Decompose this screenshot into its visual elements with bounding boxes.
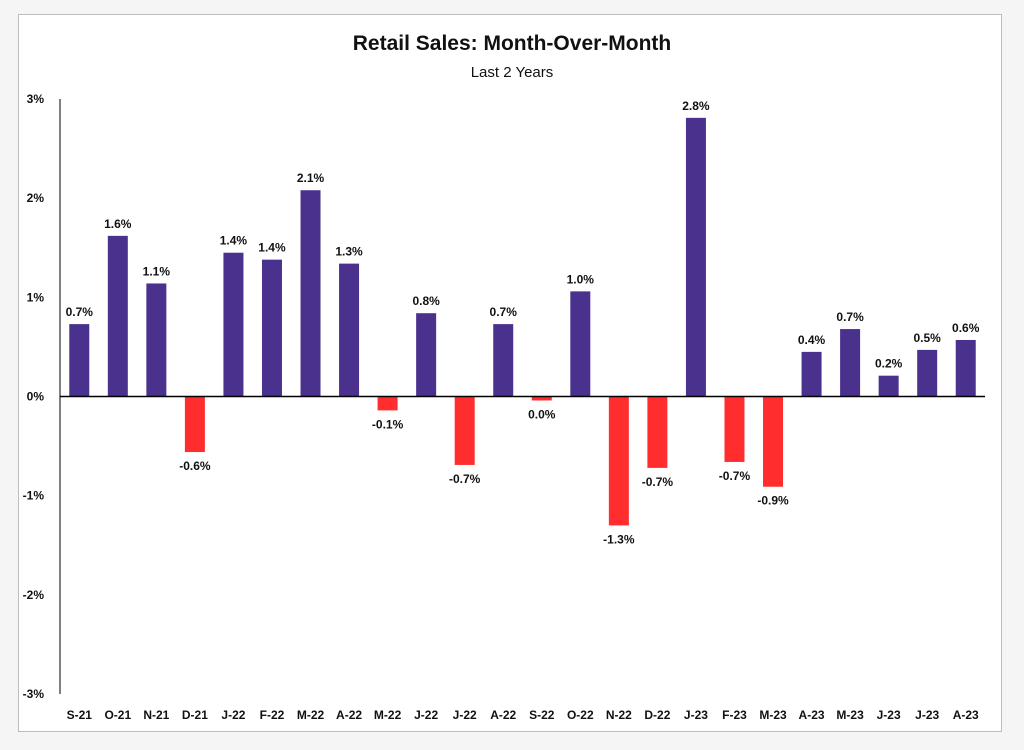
x-tick-label: M-22 [374,708,402,722]
x-tick-label: O-22 [567,708,594,722]
data-label: 0.7% [490,305,518,319]
bar [647,396,668,468]
data-label: 0.0% [528,407,556,421]
x-tick-label: J-23 [877,708,901,722]
data-label: 1.0% [567,272,595,286]
data-label: 0.7% [66,305,94,319]
x-tick-label: A-23 [799,708,825,722]
bar [763,396,784,487]
y-tick-label: 2% [27,191,45,205]
x-tick-label: S-22 [529,708,555,722]
bar [300,190,321,397]
chart-subtitle: Last 2 Years [470,64,554,81]
bar [69,324,90,397]
data-label: 0.6% [952,321,980,335]
bar [724,396,745,462]
data-label: 1.4% [220,234,248,248]
data-label: 0.4% [798,333,826,347]
bar [107,235,128,397]
bar [608,396,629,526]
x-tick-label: O-21 [104,708,131,722]
bar [531,396,552,401]
x-tick-label: F-23 [722,708,747,722]
x-tick-label: M-23 [759,708,787,722]
data-label: 1.3% [335,245,363,259]
x-tick-label: J-23 [684,708,708,722]
bar [878,375,899,397]
bar [570,291,591,397]
data-label: 2.8% [682,99,710,113]
bar [917,349,938,397]
y-tick-label: -1% [23,489,45,503]
x-tick-label: M-23 [836,708,864,722]
x-tick-label: A-22 [490,708,516,722]
data-label: 0.7% [836,310,864,324]
data-label: 1.4% [258,241,286,255]
bar [223,252,244,397]
y-tick-label: -3% [23,687,45,701]
y-tick-label: 3% [27,92,45,106]
bar [377,396,398,411]
x-tick-label: J-22 [414,708,438,722]
bar [955,339,976,397]
x-tick-label: J-22 [221,708,245,722]
data-label: -0.1% [372,417,404,431]
bar [454,396,475,465]
data-label: -0.9% [757,494,789,508]
y-tick-label: 0% [27,390,45,404]
data-label: 0.5% [914,331,942,345]
data-label: 1.1% [143,264,171,278]
data-label: -0.6% [179,459,211,473]
bar [685,117,706,397]
data-label: -0.7% [449,472,481,486]
x-tick-label: J-23 [915,708,939,722]
bar [261,259,282,397]
x-tick-label: F-22 [260,708,285,722]
data-label: -1.3% [603,532,635,546]
x-tick-label: N-21 [143,708,169,722]
x-tick-label: D-22 [644,708,670,722]
x-tick-label: J-22 [453,708,477,722]
data-label: 2.1% [297,171,325,185]
data-label: -0.7% [642,475,674,489]
x-tick-label: S-21 [67,708,93,722]
x-tick-label: A-22 [336,708,362,722]
data-label: 0.8% [412,294,440,308]
data-label: 1.6% [104,217,132,231]
data-label: 0.2% [875,357,903,371]
bar [840,329,861,397]
x-tick-label: A-23 [953,708,979,722]
x-tick-label: D-21 [182,708,208,722]
bar [339,263,360,397]
x-tick-label: M-22 [297,708,325,722]
bar [184,396,205,453]
bar [801,351,822,397]
bar [416,313,437,397]
bar [146,283,167,397]
y-tick-label: -2% [23,588,45,602]
chart-title: Retail Sales: Month-Over-Month [352,32,672,55]
y-tick-label: 1% [27,290,45,304]
data-label: -0.7% [719,469,751,483]
x-tick-label: N-22 [606,708,632,722]
bar [493,324,514,397]
